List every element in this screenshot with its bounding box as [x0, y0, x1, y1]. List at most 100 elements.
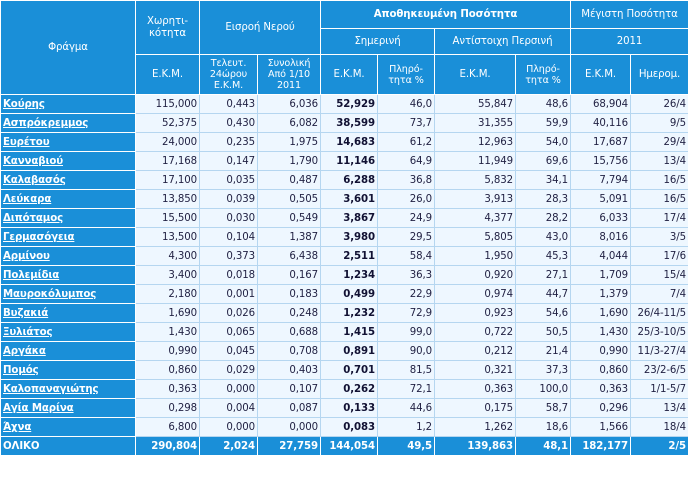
today-pct-cell: 29,5	[377, 227, 436, 247]
today-cell: 3,601	[320, 189, 379, 209]
capacity-cell: 4,300	[135, 246, 200, 266]
table-row: Διπόταμος 15,500 0,030 0,549 3,867 24,9 4,377 2…	[0, 208, 688, 228]
max-cell: 0,296	[570, 398, 632, 418]
header-last-year: Αντίστοιχη Περσινή	[434, 28, 572, 55]
dam-name-cell: Άχνα	[0, 417, 136, 437]
max-cell: 0,990	[570, 341, 632, 361]
capacity-cell: 13,850	[135, 189, 200, 209]
dam-link[interactable]: Αγία Μαρίνα	[3, 402, 74, 414]
last-year-pct-cell: 54,6	[515, 303, 572, 323]
dam-link[interactable]: Άχνα	[3, 421, 32, 433]
max-date-cell: 3/5	[630, 227, 688, 247]
dam-link[interactable]: Γερμασόγεια	[3, 231, 75, 243]
dam-link[interactable]: Ευρέτου	[3, 136, 50, 148]
dam-link[interactable]: Αρμίνου	[3, 250, 50, 262]
inflow-24h-cell: 0,026	[199, 303, 258, 323]
total-capacity: 290,804	[135, 436, 200, 456]
max-date-cell: 23/2-6/5	[630, 360, 688, 380]
dam-link[interactable]: Διπόταμος	[3, 212, 64, 224]
total-inflow-24h: 2,024	[199, 436, 258, 456]
header-max-date: Ημερομ.	[630, 54, 688, 95]
dam-name-cell: Καλαβασός	[0, 170, 136, 190]
inflow-total-cell: 1,387	[256, 227, 322, 247]
total-today-pct: 49,5	[377, 436, 436, 456]
dam-link[interactable]: Μαυροκόλυμπος	[3, 288, 97, 300]
last-year-cell: 11,949	[434, 151, 517, 171]
today-cell: 52,929	[320, 94, 379, 114]
table-row: Kανναβιού 17,168 0,147 1,790 11,146 64,9 11,94…	[0, 151, 688, 171]
last-year-cell: 0,363	[434, 379, 517, 399]
capacity-cell: 0,990	[135, 341, 200, 361]
inflow-24h-cell: 0,001	[199, 284, 258, 304]
capacity-cell: 24,000	[135, 132, 200, 152]
dam-link[interactable]: Ξυλιάτος	[3, 326, 53, 338]
total-last-year-pct: 48,1	[515, 436, 572, 456]
dam-link[interactable]: Kανναβιού	[3, 155, 64, 167]
dam-link[interactable]: Καλαβασός	[3, 174, 66, 186]
inflow-24h-cell: 0,147	[199, 151, 258, 171]
header-last-year-pct: Πληρό-τητα %	[515, 54, 572, 95]
today-cell: 0,262	[320, 379, 379, 399]
today-cell: 2,511	[320, 246, 379, 266]
dam-name-cell: Βυζακιά	[0, 303, 136, 323]
dam-link[interactable]: Κούρης	[3, 98, 45, 110]
inflow-total-cell: 0,688	[256, 322, 322, 342]
last-year-cell: 12,963	[434, 132, 517, 152]
inflow-total-cell: 6,036	[256, 94, 322, 114]
inflow-total-cell: 0,403	[256, 360, 322, 380]
total-inflow-total: 27,759	[256, 436, 322, 456]
last-year-pct-cell: 59,9	[515, 113, 572, 133]
last-year-cell: 0,923	[434, 303, 517, 323]
inflow-24h-cell: 0,039	[199, 189, 258, 209]
header-today-ekm: Ε.Κ.Μ.	[320, 54, 379, 95]
table-body: Κούρης 115,000 0,443 6,036 52,929 46,0 55,847 4…	[0, 94, 688, 456]
max-date-cell: 7/4	[630, 284, 688, 304]
today-cell: 38,599	[320, 113, 379, 133]
today-pct-cell: 99,0	[377, 322, 436, 342]
dam-link[interactable]: Καλοπαναγιώτης	[3, 383, 99, 395]
today-pct-cell: 72,9	[377, 303, 436, 323]
inflow-total-cell: 6,082	[256, 113, 322, 133]
max-cell: 7,794	[570, 170, 632, 190]
last-year-pct-cell: 21,4	[515, 341, 572, 361]
last-year-pct-cell: 50,5	[515, 322, 572, 342]
last-year-pct-cell: 48,6	[515, 94, 572, 114]
dam-name-cell: Διπόταμος	[0, 208, 136, 228]
today-cell: 1,232	[320, 303, 379, 323]
capacity-cell: 52,375	[135, 113, 200, 133]
dam-link[interactable]: Πολεμίδια	[3, 269, 60, 281]
inflow-total-cell: 0,708	[256, 341, 322, 361]
today-pct-cell: 36,3	[377, 265, 436, 285]
max-date-cell: 9/5	[630, 113, 688, 133]
max-cell: 0,860	[570, 360, 632, 380]
capacity-cell: 15,500	[135, 208, 200, 228]
table-row: Καλαβασός 17,100 0,035 0,487 6,288 36,8 5,832 3…	[0, 170, 688, 190]
header-dam: Φράγμα	[0, 0, 136, 95]
inflow-total-cell: 0,487	[256, 170, 322, 190]
inflow-24h-cell: 0,373	[199, 246, 258, 266]
last-year-pct-cell: 34,1	[515, 170, 572, 190]
dam-link[interactable]: Πομός	[3, 364, 39, 376]
inflow-24h-cell: 0,235	[199, 132, 258, 152]
today-pct-cell: 36,8	[377, 170, 436, 190]
today-cell: 11,146	[320, 151, 379, 171]
inflow-total-cell: 0,248	[256, 303, 322, 323]
dam-name-cell: Ευρέτου	[0, 132, 136, 152]
max-date-cell: 26/4	[630, 94, 688, 114]
table-row: Καλοπαναγιώτης 0,363 0,000 0,107 0,262 72,1 0,…	[0, 379, 688, 399]
inflow-24h-cell: 0,443	[199, 94, 258, 114]
today-pct-cell: 24,9	[377, 208, 436, 228]
capacity-cell: 17,168	[135, 151, 200, 171]
total-max: 182,177	[570, 436, 632, 456]
dam-link[interactable]: Αργάκα	[3, 345, 46, 357]
max-cell: 1,690	[570, 303, 632, 323]
last-year-pct-cell: 28,2	[515, 208, 572, 228]
dam-link[interactable]: Λεύκαρα	[3, 193, 52, 205]
max-date-cell: 13/4	[630, 151, 688, 171]
header-inflow-24h: Τελευτ. 24ώρου Ε.Κ.Μ.	[199, 54, 258, 95]
max-cell: 68,904	[570, 94, 632, 114]
dam-link[interactable]: Ασπρόκρεμμος	[3, 117, 89, 129]
today-cell: 0,701	[320, 360, 379, 380]
last-year-cell: 0,722	[434, 322, 517, 342]
dam-link[interactable]: Βυζακιά	[3, 307, 49, 319]
